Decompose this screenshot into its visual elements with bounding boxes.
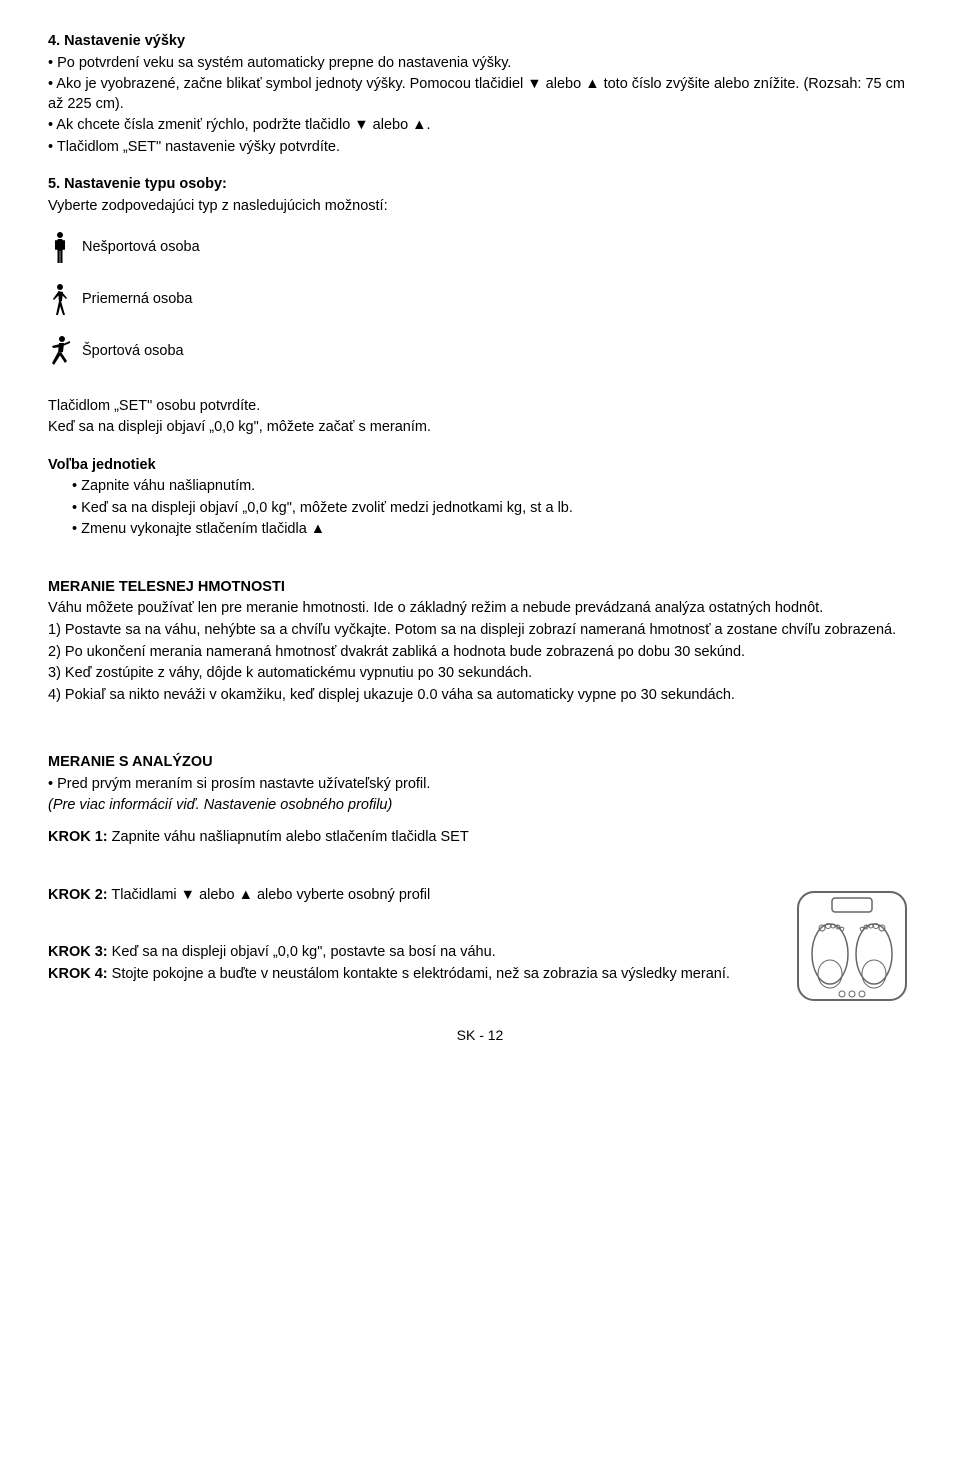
units-line: • Keď sa na displeji objaví „0,0 kg", mô… bbox=[72, 499, 912, 519]
krok3-label: KROK 3: bbox=[48, 944, 108, 960]
krok2: KROK 2: Tlačidlami ▼ alebo ▲ alebo vyber… bbox=[48, 886, 912, 906]
units-line: • Zapnite váhu našliapnutím. bbox=[72, 477, 912, 497]
units-line: • Zmenu vykonajte stlačením tlačidla ▲ bbox=[72, 520, 912, 540]
person-type-label: Priemerná osoba bbox=[82, 290, 192, 310]
krok3: KROK 3: Keď sa na displeji objaví „0,0 k… bbox=[48, 943, 912, 963]
krok1-label: KROK 1: bbox=[48, 829, 108, 845]
section5-intro: Vyberte zodpovedajúci typ z nasledujúcic… bbox=[48, 197, 912, 217]
scale-feet-icon bbox=[792, 886, 912, 1006]
krok4-text: Stojte pokojne a buďte v neustálom konta… bbox=[108, 966, 730, 982]
person-type-label: Nešportová osoba bbox=[82, 238, 200, 258]
weight-step: 1) Postavte sa na váhu, nehýbte sa a chv… bbox=[48, 621, 912, 641]
krok2-text: Tlačidlami ▼ alebo ▲ alebo vyberte osobn… bbox=[108, 887, 431, 903]
units-title: Voľba jednotiek bbox=[48, 456, 912, 476]
analysis-title: MERANIE S ANALÝZOU bbox=[48, 753, 912, 773]
weight-steps: 1) Postavte sa na váhu, nehýbte sa a chv… bbox=[48, 621, 912, 705]
weight-step: 4) Pokiaľ sa nikto neváži v okamžiku, ke… bbox=[48, 686, 912, 706]
person-running-icon bbox=[48, 335, 72, 369]
krok4-label: KROK 4: bbox=[48, 966, 108, 982]
units-list: • Zapnite váhu našliapnutím. • Keď sa na… bbox=[48, 477, 912, 540]
krok3-text: Keď sa na displeji objaví „0,0 kg", post… bbox=[108, 944, 496, 960]
weight-step: 2) Po ukončení merania nameraná hmotnosť… bbox=[48, 643, 912, 663]
analysis-line2: (Pre viac informácií viď. Nastavenie oso… bbox=[48, 796, 912, 816]
section5-title: 5. Nastavenie typu osoby: bbox=[48, 175, 912, 195]
krok1: KROK 1: Zapnite váhu našliapnutím alebo … bbox=[48, 828, 912, 848]
weight-title: MERANIE TELESNEJ HMOTNOSTI bbox=[48, 578, 912, 598]
analysis-line1: • Pred prvým meraním si prosím nastavte … bbox=[48, 775, 912, 795]
person-walking-icon bbox=[48, 283, 72, 317]
section4-line: • Ak chcete čísla zmeniť rýchlo, podržte… bbox=[48, 116, 912, 136]
person-type-walking: Priemerná osoba bbox=[48, 283, 912, 317]
krok1-text: Zapnite váhu našliapnutím alebo stlačení… bbox=[108, 829, 469, 845]
weight-step: 3) Keď zostúpite z váhy, dôjde k automat… bbox=[48, 664, 912, 684]
section5-display: Keď sa na displeji objaví „0,0 kg", môže… bbox=[48, 418, 912, 438]
person-type-running: Športová osoba bbox=[48, 335, 912, 369]
section4-line: • Ako je vyobrazené, začne blikať symbol… bbox=[48, 75, 912, 114]
section4-title: 4. Nastavenie výšky bbox=[48, 32, 912, 52]
person-type-standing: Nešportová osoba bbox=[48, 231, 912, 265]
person-standing-icon bbox=[48, 231, 72, 265]
page-footer: SK - 12 bbox=[48, 1026, 912, 1045]
krok2-label: KROK 2: bbox=[48, 887, 108, 903]
section5-confirm: Tlačidlom „SET" osobu potvrdíte. bbox=[48, 397, 912, 417]
weight-intro: Váhu môžete používať len pre meranie hmo… bbox=[48, 599, 912, 619]
person-type-label: Športová osoba bbox=[82, 342, 184, 362]
krok4: KROK 4: Stojte pokojne a buďte v neustál… bbox=[48, 965, 912, 985]
section4-line: • Tlačidlom „SET" nastavenie výšky potvr… bbox=[48, 138, 912, 158]
section4-line: • Po potvrdení veku sa systém automatick… bbox=[48, 54, 912, 74]
